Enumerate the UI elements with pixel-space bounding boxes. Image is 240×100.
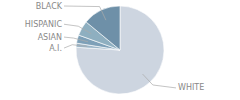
- slice-label: ASIAN: [38, 33, 62, 42]
- leader-line: [64, 24, 91, 33]
- labels: WHITE A.I. ASIAN HISPANIC BLACK: [25, 2, 204, 93]
- chart: WHITE A.I. ASIAN HISPANIC BLACK: [0, 0, 240, 100]
- leader-line: [64, 45, 87, 48]
- leader-line: [64, 6, 106, 20]
- slice-label: A.I.: [49, 44, 62, 53]
- slice: [76, 6, 164, 94]
- slice-label: WHITE: [178, 83, 204, 92]
- slice-label: BLACK: [36, 2, 63, 11]
- pie: [76, 6, 164, 94]
- leader-line: [64, 37, 88, 42]
- leader-line: [143, 74, 176, 88]
- slice: [86, 6, 120, 50]
- slice-label: HISPANIC: [25, 20, 63, 29]
